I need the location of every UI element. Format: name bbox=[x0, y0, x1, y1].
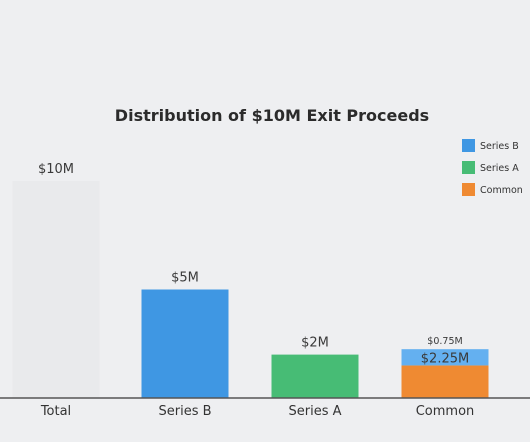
bar-total-total bbox=[12, 181, 100, 398]
data-label-common-3: $0.75M bbox=[427, 336, 462, 347]
legend: Series B Series A Common bbox=[462, 139, 523, 196]
x-tick-common: Common bbox=[416, 404, 475, 419]
bar-series-a-series-a bbox=[271, 354, 359, 398]
x-tick-series-b: Series B bbox=[158, 404, 211, 419]
legend-swatch-common bbox=[462, 183, 475, 196]
legend-swatch-series-b bbox=[462, 139, 475, 152]
legend-swatch-series-a bbox=[462, 161, 475, 174]
x-tick-total: Total bbox=[40, 404, 71, 419]
data-label-total-0: $10M bbox=[38, 162, 74, 177]
bar-common-series-b bbox=[401, 349, 489, 366]
chart-title: Distribution of $10M Exit Proceeds bbox=[115, 106, 429, 125]
bar-common-common bbox=[401, 365, 489, 398]
legend-label-series-b: Series B bbox=[480, 141, 519, 152]
legend-label-series-a: Series A bbox=[480, 163, 519, 174]
bars bbox=[12, 181, 489, 398]
data-label-common-4: $2.25M bbox=[421, 351, 469, 366]
data-labels: $10M $5M $2M $0.75M $2.25M bbox=[38, 162, 469, 366]
legend-label-common: Common bbox=[480, 185, 523, 196]
bar-series-b-series-b bbox=[141, 289, 229, 398]
x-tick-series-a: Series A bbox=[288, 404, 341, 419]
data-label-series-a-2: $2M bbox=[301, 336, 329, 351]
data-label-series-b-1: $5M bbox=[171, 271, 199, 286]
x-axis-ticks: Total Series B Series A Common bbox=[40, 404, 474, 419]
